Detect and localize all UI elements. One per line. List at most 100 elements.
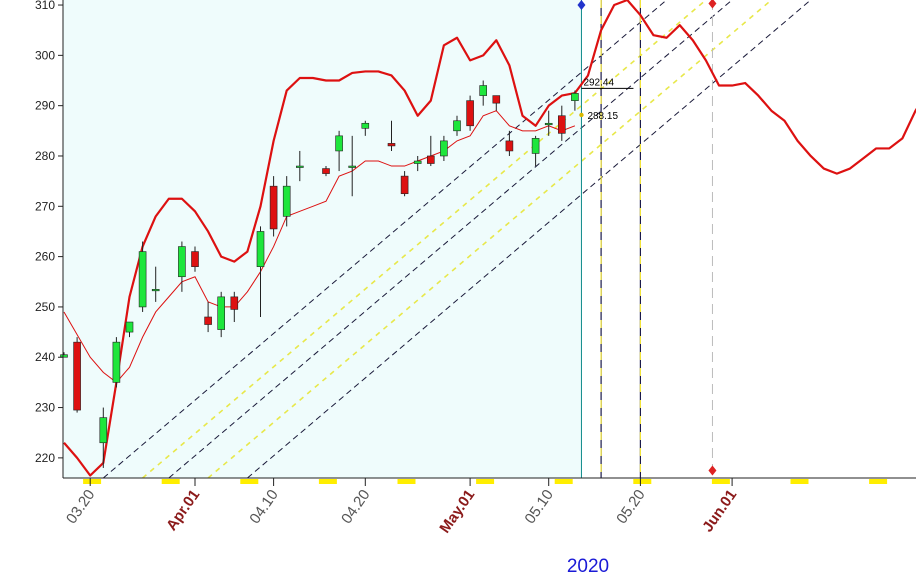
axes	[62, 0, 916, 479]
candle	[282, 176, 291, 227]
candle-body	[269, 185, 278, 230]
weekend-marker	[476, 479, 495, 484]
marker-diamond	[577, 0, 586, 11]
y-tick-label: 290	[35, 99, 55, 113]
x-tick-label: Jun.01	[699, 487, 740, 536]
candle	[400, 171, 409, 197]
candle-body	[426, 155, 435, 164]
weekend-marker	[83, 479, 102, 484]
candle	[571, 90, 579, 111]
upper-band	[63, 0, 916, 477]
candle	[387, 120, 396, 151]
candle	[479, 80, 488, 106]
year-label: 2020	[566, 556, 610, 577]
candle	[426, 135, 435, 167]
weekend-marker	[318, 479, 337, 484]
y-tick-label: 270	[35, 199, 55, 213]
candle-body	[400, 175, 409, 195]
weekend-marker	[633, 479, 652, 484]
y-tick-label: 230	[35, 401, 55, 415]
candle	[99, 407, 108, 468]
x-tick-label: 05.20	[613, 487, 648, 528]
candle	[73, 337, 81, 413]
candle	[151, 266, 160, 302]
x-axis-ticks: 03.20 Apr.01 04.10 04.20 May.01 05.10 05.20 Jun…	[63, 478, 740, 536]
candle	[269, 176, 278, 237]
candle	[191, 246, 199, 272]
candle	[440, 135, 448, 162]
x-tick-label: 03.20	[63, 487, 98, 528]
candle	[335, 130, 343, 172]
candle-body	[99, 417, 108, 444]
candle-body	[557, 115, 566, 134]
candle-body	[230, 296, 239, 310]
candle	[505, 130, 514, 156]
x-tick-label: 05.10	[522, 487, 557, 528]
candle-body	[466, 100, 474, 127]
candle-body	[361, 122, 370, 129]
candle	[204, 301, 212, 333]
candle	[112, 337, 121, 388]
candle-body	[178, 246, 186, 278]
candle	[348, 135, 357, 197]
candle	[531, 135, 540, 167]
candle	[230, 291, 239, 323]
marker-diamond	[708, 465, 717, 476]
candle	[322, 166, 330, 177]
candle-body	[191, 251, 199, 267]
candle-body	[112, 341, 121, 383]
y-tick-label: 310	[35, 0, 55, 12]
candle-body	[492, 95, 501, 104]
candle	[361, 120, 370, 136]
price-callouts: 292.44 288.15	[579, 77, 634, 122]
y-axis-ticks: 220 230 240 250 260 270 280 290 300 310	[35, 0, 63, 465]
candle-body	[571, 93, 579, 101]
x-tick-label: 04.10	[246, 487, 281, 528]
highlight-region	[63, 0, 582, 478]
candle-body	[217, 296, 225, 330]
candlesticks	[60, 80, 579, 468]
callout-label: 292.44	[583, 77, 614, 88]
candle	[492, 95, 501, 111]
candle-body	[348, 165, 357, 168]
weekend-markers	[83, 479, 888, 484]
candle-body	[505, 140, 514, 152]
weekend-marker	[161, 479, 180, 484]
callout-label: 288.15	[587, 111, 618, 122]
candle-body	[125, 321, 134, 333]
candle-body	[138, 251, 147, 308]
candle-body	[479, 85, 488, 96]
candle	[178, 241, 186, 292]
weekend-marker	[397, 479, 416, 484]
x-tick-label: 04.20	[338, 487, 373, 528]
x-tick-label: Apr.01	[163, 487, 203, 534]
highlight-region-rect	[63, 0, 582, 478]
candle-body	[413, 160, 422, 164]
moving-average-line	[63, 110, 576, 384]
candle-body	[151, 289, 160, 292]
channel-line	[102, 0, 667, 478]
candle	[466, 95, 474, 131]
candle-body	[322, 168, 330, 174]
candle	[217, 291, 225, 338]
candle-body	[531, 138, 540, 154]
projection-lines	[580, 0, 713, 478]
candle-body	[387, 143, 396, 147]
upper-band-line	[63, 0, 916, 477]
weekend-marker	[554, 479, 573, 484]
channel-line	[207, 0, 772, 478]
candle-body	[440, 140, 448, 157]
x-tick-label: May.01	[436, 487, 478, 537]
moving-average	[63, 110, 576, 384]
y-tick-label: 240	[35, 350, 55, 364]
y-tick-label: 280	[35, 149, 55, 163]
y-tick-label: 220	[35, 451, 55, 465]
candle-body	[282, 185, 291, 217]
y-tick-label: 300	[35, 48, 55, 62]
y-tick-label: 260	[35, 250, 55, 264]
weekend-marker	[711, 479, 730, 484]
channel-line	[142, 0, 707, 478]
weekend-marker	[869, 479, 888, 484]
weekend-marker	[240, 479, 259, 484]
candle	[60, 352, 68, 358]
